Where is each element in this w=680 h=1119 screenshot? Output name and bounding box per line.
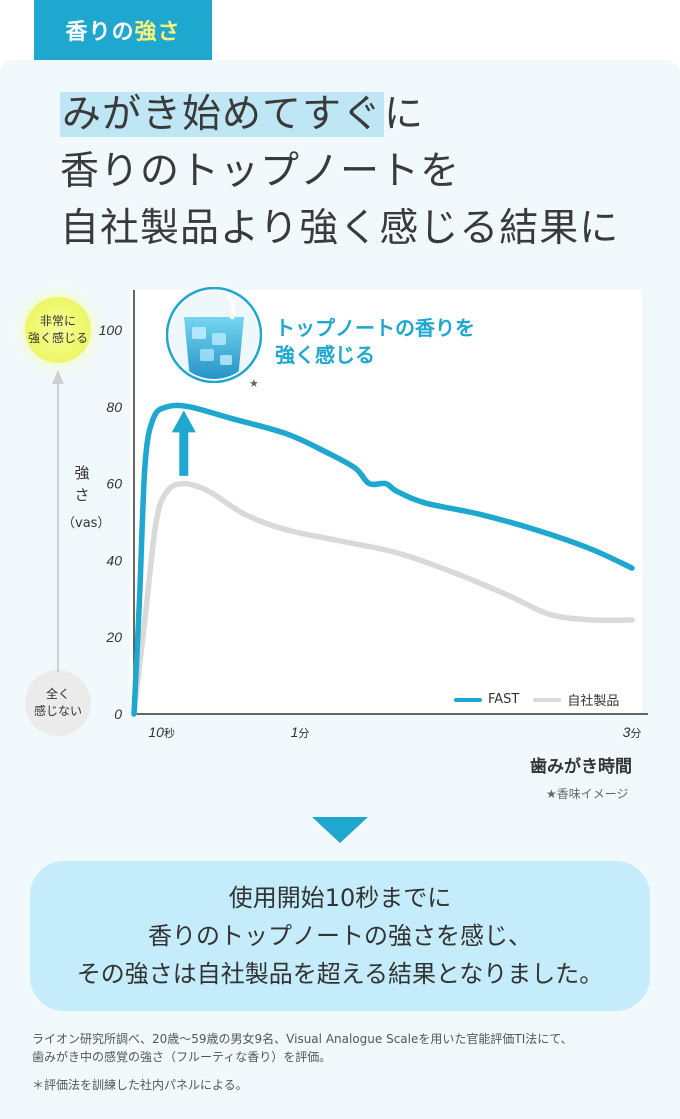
x-tick-label: 3分 [623, 724, 642, 740]
y-low-bubble: 全く 感じない [25, 670, 91, 736]
callout: トップノートの香りを 強く感じる [275, 315, 475, 369]
y-high-label-1: 非常に [39, 314, 76, 328]
legend-own-swatch [533, 697, 562, 702]
y-axis-name: 強さ [74, 464, 90, 504]
callout-line-1: トップノートの香りを [275, 316, 475, 340]
legend: FAST 自社製品 [454, 690, 619, 709]
headline-line-2: 香りのトップノートを [60, 149, 461, 194]
y-high-label-2: 強く感じる [27, 331, 88, 345]
y-tick-label: 60 [106, 476, 122, 492]
headline-line-3: 自社製品より強く感じる結果に [60, 206, 620, 251]
callout-line-2: 強く感じる [275, 343, 375, 367]
footnote: ライオン研究所調べ、20歳〜59歳の男女9名、Visual Analogue S… [32, 1030, 662, 1094]
legend-fast-label: FAST [488, 692, 520, 707]
y-tick-label: 20 [105, 629, 122, 645]
result-box: 使用開始10秒までに 香りのトップノートの強さを感じ、 その強さは自社製品を超え… [30, 861, 650, 1011]
glass-illustration [165, 286, 263, 384]
tag-highlight: 強さ [134, 20, 181, 45]
footnote-line-2: 歯みがき中の感覚の強さ（フルーティな香り）を評価。 [32, 1050, 332, 1064]
result-line-3: その強さは自社製品を超える結果となりました。 [76, 960, 604, 988]
y-tick-label: 40 [106, 552, 122, 568]
image-note: ★香味イメージ [546, 787, 629, 801]
legend-own-label: 自社製品 [567, 694, 620, 709]
legend-own: 自社製品 [533, 690, 619, 709]
headline-line-1: みがき始めてすぐに [60, 86, 660, 143]
x-tick-label: 10秒 [148, 724, 175, 740]
y-tick-label: 0 [114, 706, 122, 722]
section-tag: 香りの 強さ [34, 0, 212, 60]
series-fast-line [131, 402, 635, 717]
footnote-line-1: ライオン研究所調べ、20歳〜59歳の男女9名、Visual Analogue S… [32, 1032, 573, 1046]
y-axis-unit: （vas） [62, 516, 111, 531]
y-tick-label: 100 [99, 322, 123, 338]
y-low-label-1: 全く [45, 687, 70, 701]
x-tick-label: 1分 [291, 724, 310, 740]
headline: みがき始めてすぐに 香りのトップノートを 自社製品より強く感じる結果に [60, 86, 660, 257]
headline-line-1-rest: に [384, 92, 425, 137]
x-axis-title: 歯みがき時間 [530, 757, 632, 777]
line-chart: 0 20 40 60 80 100 10秒 1分 3分 [99, 290, 648, 740]
y-low-label-2: 感じない [33, 704, 82, 718]
footnote-line-3: ＊評価法を訓練した社内パネルによる。 [32, 1078, 248, 1092]
tag-prefix: 香りの [65, 20, 135, 45]
series-own-line [131, 480, 635, 717]
headline-highlight: みがき始めてすぐ [60, 92, 385, 137]
legend-fast: FAST [454, 692, 519, 707]
down-arrow-icon [312, 817, 368, 843]
glass-star-note: ★ [249, 377, 259, 390]
increase-arrow-head [171, 410, 196, 433]
result-line-2: 香りのトップノートの強さを感じ、 [148, 922, 532, 950]
result-line-1: 使用開始10秒までに [228, 884, 452, 912]
legend-fast-swatch [454, 697, 482, 702]
y-tick-label: 80 [106, 399, 122, 415]
y-high-bubble: 非常に 強く感じる [25, 297, 91, 363]
